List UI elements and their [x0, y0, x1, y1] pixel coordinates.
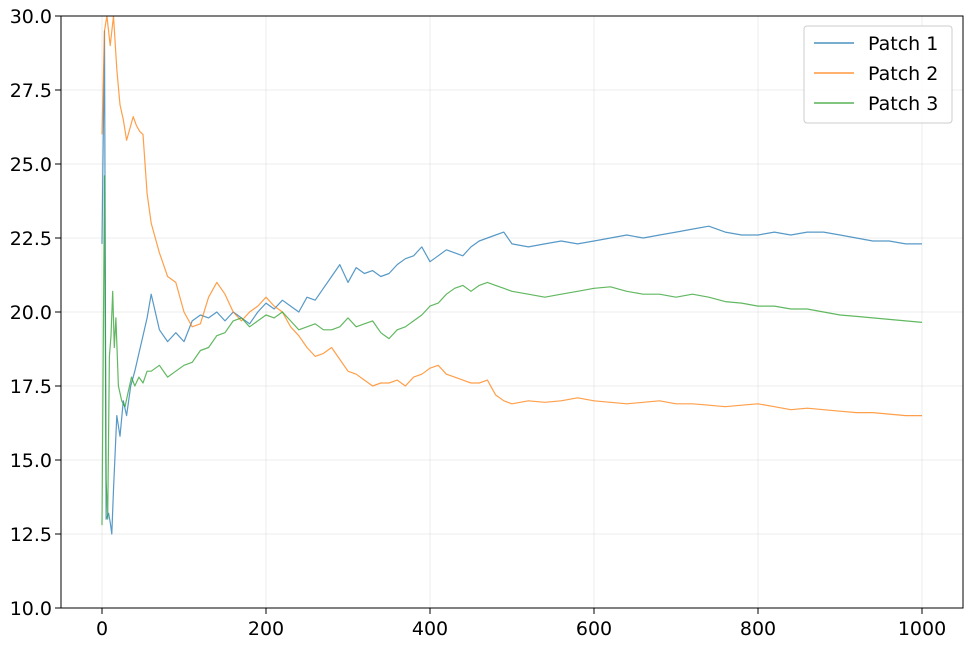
- x-tick-label: 0: [96, 618, 108, 640]
- y-tick-label: 20.0: [10, 302, 52, 324]
- legend-label: Patch 1: [868, 33, 938, 55]
- legend: Patch 1 Patch 2 Patch 3: [804, 26, 952, 123]
- y-tick-label: 12.5: [10, 524, 52, 546]
- y-tick-label: 27.5: [10, 80, 52, 102]
- x-tick-label: 200: [248, 618, 284, 640]
- y-tick-label: 10.0: [10, 598, 52, 620]
- y-tick-label: 17.5: [10, 376, 52, 398]
- x-tick-label: 800: [740, 618, 776, 640]
- x-tick-label: 600: [576, 618, 612, 640]
- x-tick-label: 1000: [898, 618, 946, 640]
- y-tick-label: 25.0: [10, 154, 52, 176]
- x-tick-label: 400: [412, 618, 448, 640]
- y-tick-label: 15.0: [10, 450, 52, 472]
- legend-label: Patch 2: [868, 63, 938, 85]
- y-tick-label: 22.5: [10, 228, 52, 250]
- y-tick-label: 30.0: [10, 6, 52, 28]
- legend-label: Patch 3: [868, 93, 938, 115]
